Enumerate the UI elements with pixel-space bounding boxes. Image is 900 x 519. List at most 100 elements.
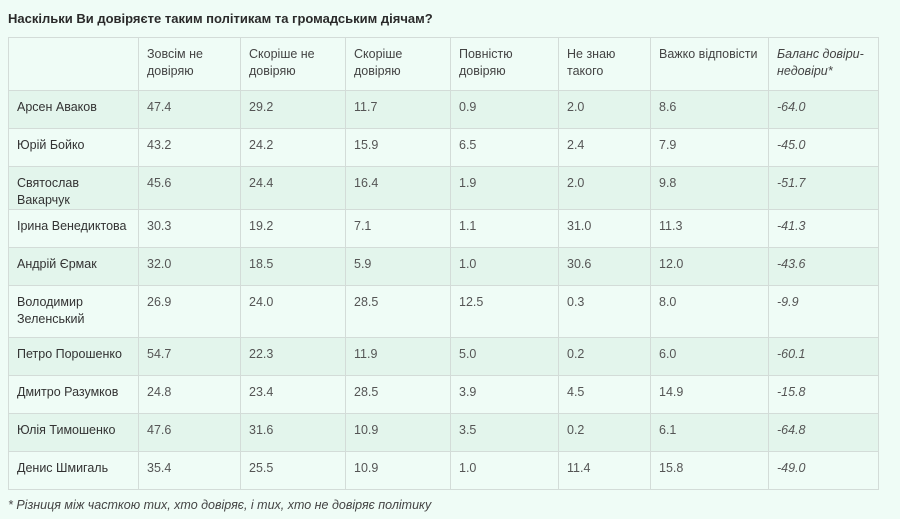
politician-name: Святослав Вакарчук xyxy=(8,166,139,210)
table-cell: 35.4 xyxy=(138,451,241,490)
politician-name: Юлія Тимошенко xyxy=(8,413,139,452)
table-cell: 3.9 xyxy=(450,375,559,414)
table-row: Святослав Вакарчук 45.6 24.4 16.4 1.9 2.0 9.8-… xyxy=(8,166,879,210)
page-title: Наскільки Ви довіряєте таким політикам т… xyxy=(8,11,433,26)
table-cell: 43.2 xyxy=(138,128,241,167)
table-cell: 12.0 xyxy=(650,247,769,286)
table-cell: 24.2 xyxy=(240,128,346,167)
column-header: Баланс довіри-недовіри* xyxy=(768,37,879,91)
politician-name: Петро Порошенко xyxy=(8,337,139,376)
table-row: Петро Порошенко 54.7 22.3 11.9 5.0 0.2 6.0 -60.… xyxy=(8,337,879,376)
table-row: Арсен Аваков 47.4 29.2 11.7 0.9 2.0 8.6 -64.0 xyxy=(8,90,879,129)
politician-name: Арсен Аваков xyxy=(8,90,139,129)
table-cell: -60.1 xyxy=(768,337,879,376)
table-cell: 24.4 xyxy=(240,166,346,210)
politician-name: Дмитро Разумков xyxy=(8,375,139,414)
table-cell: 11.4 xyxy=(558,451,651,490)
table-cell: 30.6 xyxy=(558,247,651,286)
table-cell: 0.2 xyxy=(558,337,651,376)
trust-table: Зовсім не довіряю Скоріше не довіряю Скорі… xyxy=(8,37,879,490)
table-cell: 32.0 xyxy=(138,247,241,286)
politician-name: Юрій Бойко xyxy=(8,128,139,167)
table-cell: -41.3 xyxy=(768,209,879,248)
table-row: Володимир Зеленський 26.9 24.0 28.5 12.5 0.3 8… xyxy=(8,285,879,338)
table-row: Юрій Бойко 43.2 24.2 15.9 6.5 2.4 7.9 -45.0 xyxy=(8,128,879,167)
table-cell: 11.9 xyxy=(345,337,451,376)
politician-name: Володимир Зеленський xyxy=(8,285,139,338)
politician-name: Ірина Венедиктова xyxy=(8,209,139,248)
column-header: Не знаю такого xyxy=(558,37,651,91)
table-cell: 1.0 xyxy=(450,247,559,286)
table-cell: -51.7 xyxy=(768,166,879,210)
table-cell: 8.6 xyxy=(650,90,769,129)
table-cell: 47.4 xyxy=(138,90,241,129)
table-cell: -43.6 xyxy=(768,247,879,286)
table-cell: 31.6 xyxy=(240,413,346,452)
table-cell: 0.2 xyxy=(558,413,651,452)
table-cell: 2.0 xyxy=(558,90,651,129)
table-cell: 2.4 xyxy=(558,128,651,167)
politician-name: Андрій Єрмак xyxy=(8,247,139,286)
table-cell: 9.8 xyxy=(650,166,769,210)
table-cell: 6.1 xyxy=(650,413,769,452)
table-cell: 10.9 xyxy=(345,451,451,490)
column-header: Важко відповісти xyxy=(650,37,769,91)
table-cell: 6.0 xyxy=(650,337,769,376)
table-cell: 15.9 xyxy=(345,128,451,167)
politician-name: Денис Шмигаль xyxy=(8,451,139,490)
table-cell: -49.0 xyxy=(768,451,879,490)
table-row: Юлія Тимошенко 47.6 31.6 10.9 3.5 0.2 6.1 -64.8 xyxy=(8,413,879,452)
footnote: * Різниця між часткою тих, хто довіряє, … xyxy=(8,498,432,512)
column-header: Зовсім не довіряю xyxy=(138,37,241,91)
table-header-row: Зовсім не довіряю Скоріше не довіряю Скорі… xyxy=(8,37,879,91)
table-cell: 7.1 xyxy=(345,209,451,248)
table-row: Денис Шмигаль 35.4 25.5 10.9 1.0 11.4 15.8 -49.… xyxy=(8,451,879,490)
table-cell: -45.0 xyxy=(768,128,879,167)
table-cell: 1.0 xyxy=(450,451,559,490)
table-cell: 14.9 xyxy=(650,375,769,414)
table-cell: 28.5 xyxy=(345,375,451,414)
table-cell: 11.3 xyxy=(650,209,769,248)
table-cell: -64.0 xyxy=(768,90,879,129)
table-cell: 5.0 xyxy=(450,337,559,376)
table-cell: 6.5 xyxy=(450,128,559,167)
table-cell: 0.9 xyxy=(450,90,559,129)
table-cell: 1.1 xyxy=(450,209,559,248)
table-cell: 8.0 xyxy=(650,285,769,338)
column-header xyxy=(8,37,139,91)
table-cell: 25.5 xyxy=(240,451,346,490)
table-cell: 47.6 xyxy=(138,413,241,452)
column-header: Повністю довіряю xyxy=(450,37,559,91)
table-cell: 24.0 xyxy=(240,285,346,338)
table-cell: 7.9 xyxy=(650,128,769,167)
table-row: Дмитро Разумков 24.8 23.4 28.5 3.9 4.5 14.9 -15… xyxy=(8,375,879,414)
table-cell: 30.3 xyxy=(138,209,241,248)
table-cell: 24.8 xyxy=(138,375,241,414)
table-cell: 31.0 xyxy=(558,209,651,248)
table-cell: 11.7 xyxy=(345,90,451,129)
table-cell: 0.3 xyxy=(558,285,651,338)
table-cell: 26.9 xyxy=(138,285,241,338)
table-cell: 19.2 xyxy=(240,209,346,248)
table-cell: 4.5 xyxy=(558,375,651,414)
column-header: Скоріше не довіряю xyxy=(240,37,346,91)
table-cell: -15.8 xyxy=(768,375,879,414)
table-cell: 23.4 xyxy=(240,375,346,414)
column-header: Скоріше довіряю xyxy=(345,37,451,91)
table-cell: 45.6 xyxy=(138,166,241,210)
table-cell: 1.9 xyxy=(450,166,559,210)
table-cell: 28.5 xyxy=(345,285,451,338)
table-cell: -9.9 xyxy=(768,285,879,338)
table-row: Андрій Єрмак 32.0 18.5 5.9 1.0 30.6 12.0 -43.6 xyxy=(8,247,879,286)
table-cell: 10.9 xyxy=(345,413,451,452)
table-cell: 2.0 xyxy=(558,166,651,210)
table-cell: 3.5 xyxy=(450,413,559,452)
table-cell: -64.8 xyxy=(768,413,879,452)
table-row: Ірина Венедиктова 30.3 19.2 7.1 1.1 31.0 11.3-… xyxy=(8,209,879,248)
table-cell: 22.3 xyxy=(240,337,346,376)
table-cell: 12.5 xyxy=(450,285,559,338)
table-cell: 18.5 xyxy=(240,247,346,286)
table-cell: 29.2 xyxy=(240,90,346,129)
table-cell: 15.8 xyxy=(650,451,769,490)
table-cell: 5.9 xyxy=(345,247,451,286)
